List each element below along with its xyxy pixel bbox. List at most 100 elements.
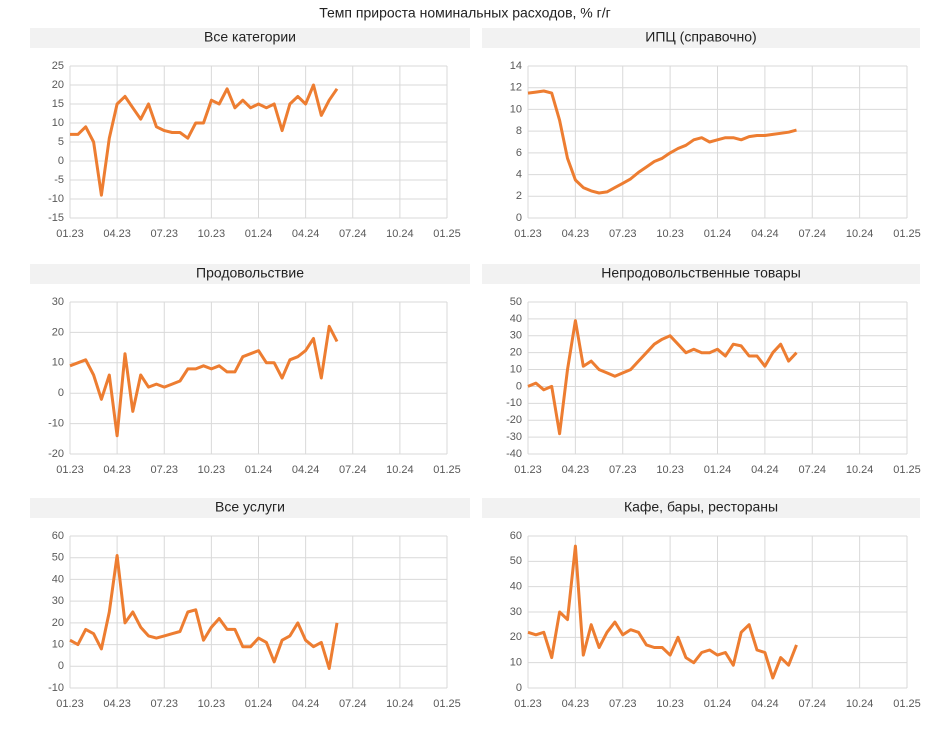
- x-tick-label: 01.23: [514, 228, 542, 240]
- y-tick-label: 0: [516, 380, 522, 392]
- y-tick-label: 10: [510, 363, 522, 375]
- y-tick-label: 0: [58, 155, 64, 167]
- y-tick-label: 20: [510, 631, 522, 643]
- x-tick-label: 01.24: [245, 698, 273, 710]
- x-tick-label: 04.24: [292, 464, 320, 476]
- y-tick-label: 20: [52, 326, 64, 338]
- y-tick-label: 40: [510, 581, 522, 593]
- y-tick-label: 30: [52, 595, 64, 607]
- figure-title: Темп прироста номинальных расходов, % г/…: [319, 5, 610, 21]
- x-tick-label: 10.24: [386, 464, 414, 476]
- x-tick-label: 04.23: [103, 464, 131, 476]
- y-tick-label: 10: [52, 638, 64, 650]
- x-tick-label: 07.24: [339, 464, 367, 476]
- y-tick-label: 14: [510, 60, 522, 72]
- x-tick-label: 01.24: [245, 464, 273, 476]
- x-tick-label: 01.23: [56, 228, 84, 240]
- y-tick-label: 25: [52, 60, 64, 72]
- x-tick-label: 07.23: [609, 228, 637, 240]
- y-tick-label: 10: [510, 103, 522, 115]
- chart-title: Продовольствие: [196, 265, 304, 281]
- y-tick-label: 5: [58, 136, 64, 148]
- y-tick-label: -20: [48, 448, 64, 460]
- line: [69, 324, 339, 438]
- panel-header: [482, 498, 920, 518]
- x-tick-label: 07.24: [798, 698, 826, 710]
- y-tick-label: 0: [516, 682, 522, 694]
- y-tick-label: 60: [52, 530, 64, 542]
- y-tick-label: 30: [52, 296, 64, 308]
- y-tick-label: 50: [510, 555, 522, 567]
- x-tick-label: 04.23: [562, 464, 590, 476]
- x-tick-label: 07.24: [339, 698, 367, 710]
- x-tick-label: 07.23: [150, 228, 178, 240]
- y-tick-label: 30: [510, 330, 522, 342]
- x-tick-label: 10.24: [846, 464, 874, 476]
- y-tick-label: 10: [510, 657, 522, 669]
- y-tick-label: 50: [52, 552, 64, 564]
- line: [527, 544, 798, 680]
- x-tick-label: 10.24: [846, 698, 874, 710]
- y-tick-label: 0: [58, 660, 64, 672]
- y-tick-label: 10: [52, 117, 64, 129]
- y-tick-label: 10: [52, 357, 64, 369]
- x-tick-label: 10.23: [656, 698, 684, 710]
- x-tick-label: 01.25: [433, 228, 461, 240]
- x-tick-label: 04.24: [751, 464, 779, 476]
- y-tick-label: 40: [510, 313, 522, 325]
- x-tick-label: 01.25: [433, 464, 461, 476]
- x-tick-label: 04.23: [103, 228, 131, 240]
- y-tick-label: 2: [516, 190, 522, 202]
- line: [69, 554, 339, 670]
- y-tick-label: -10: [48, 418, 64, 430]
- x-tick-label: 07.23: [609, 698, 637, 710]
- y-tick-label: 0: [58, 387, 64, 399]
- y-tick-label: 20: [52, 79, 64, 91]
- y-tick-label: 12: [510, 82, 522, 94]
- y-tick-label: 60: [510, 530, 522, 542]
- x-tick-label: 04.23: [103, 698, 131, 710]
- y-tick-label: -15: [48, 212, 64, 224]
- x-tick-label: 01.23: [56, 698, 84, 710]
- panel-header: [30, 498, 470, 518]
- x-tick-label: 10.23: [656, 464, 684, 476]
- chart-title: Все услуги: [215, 499, 285, 515]
- y-tick-label: 8: [516, 125, 522, 137]
- chart-title: Кафе, бары, рестораны: [624, 499, 778, 515]
- panel-header: [30, 264, 470, 284]
- chart-title: ИПЦ (справочно): [645, 29, 756, 45]
- y-tick-label: 0: [516, 212, 522, 224]
- chart-title: Непродовольственные товары: [601, 265, 801, 281]
- x-tick-label: 10.23: [198, 698, 226, 710]
- x-tick-label: 07.23: [609, 464, 637, 476]
- x-tick-label: 04.23: [562, 698, 590, 710]
- x-tick-label: 07.24: [798, 464, 826, 476]
- x-tick-label: 01.24: [704, 228, 732, 240]
- y-tick-label: 50: [510, 296, 522, 308]
- x-tick-label: 07.24: [798, 228, 826, 240]
- y-tick-label: -20: [506, 414, 522, 426]
- x-tick-label: 04.24: [292, 698, 320, 710]
- y-tick-label: -30: [506, 431, 522, 443]
- x-tick-label: 01.24: [245, 228, 273, 240]
- x-tick-label: 01.23: [56, 464, 84, 476]
- y-tick-label: 20: [510, 347, 522, 359]
- x-tick-label: 01.25: [893, 228, 921, 240]
- x-tick-label: 10.23: [198, 228, 226, 240]
- x-tick-label: 07.23: [150, 698, 178, 710]
- y-tick-label: -10: [48, 682, 64, 694]
- panel-header: [482, 264, 920, 284]
- x-tick-label: 01.24: [704, 698, 732, 710]
- y-tick-label: -10: [48, 193, 64, 205]
- x-tick-label: 01.23: [514, 698, 542, 710]
- x-tick-label: 01.25: [893, 698, 921, 710]
- line: [527, 89, 797, 195]
- y-tick-label: 6: [516, 147, 522, 159]
- y-tick-label: 30: [510, 606, 522, 618]
- x-tick-label: 04.23: [562, 228, 590, 240]
- panel-header: [482, 28, 920, 48]
- x-tick-label: 10.23: [656, 228, 684, 240]
- x-tick-label: 07.23: [150, 464, 178, 476]
- x-tick-label: 10.24: [846, 228, 874, 240]
